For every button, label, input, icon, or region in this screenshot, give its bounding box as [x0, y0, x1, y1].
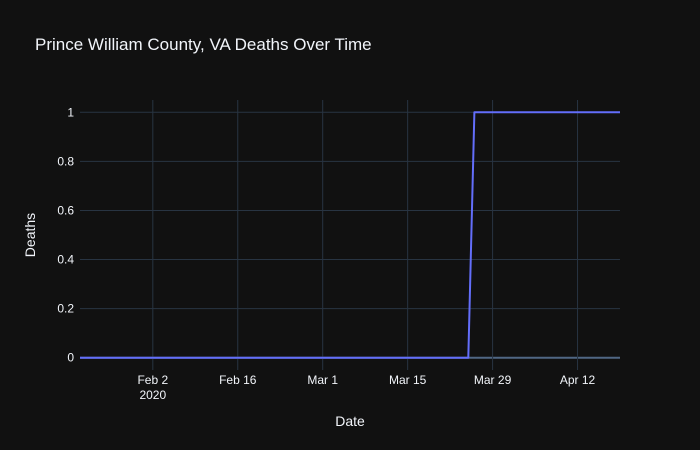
deaths-series-line [80, 111, 620, 359]
x-tick-label: Mar 29 [474, 373, 512, 387]
x-tick-label: Feb 16 [219, 373, 257, 387]
y-tick-label: 0.6 [57, 203, 74, 217]
plot-area [80, 100, 620, 370]
y-axis-title: Deaths [22, 213, 38, 257]
series-layer [80, 111, 620, 359]
y-tick-label: 1 [67, 105, 74, 119]
x-tick-label: Mar 15 [389, 373, 427, 387]
chart-title: Prince William County, VA Deaths Over Ti… [35, 35, 372, 54]
x-tick-label: Apr 12 [560, 373, 596, 387]
y-tick-label: 0.8 [57, 154, 74, 168]
x-tick-label: Feb 2 [137, 373, 168, 387]
y-axis-ticks: 0 0.2 0.4 0.6 0.8 1 [57, 105, 74, 364]
y-tick-label: 0 [67, 351, 74, 365]
y-tick-label: 0.4 [57, 253, 74, 267]
x-axis-title: Date [335, 413, 365, 429]
y-tick-label: 0.2 [57, 302, 74, 316]
x-tick-year-label: 2020 [139, 388, 166, 402]
x-tick-label: Mar 1 [307, 373, 338, 387]
